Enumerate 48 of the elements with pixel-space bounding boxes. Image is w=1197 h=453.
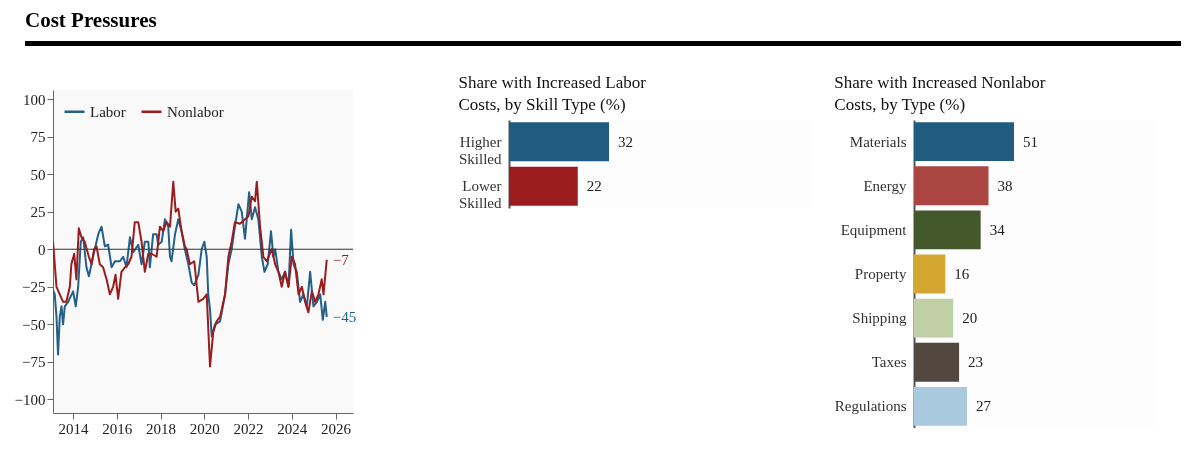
x-tick-label: 2014 — [58, 420, 90, 437]
annotation: −45 — [332, 308, 357, 325]
y-tick-label: −100 — [14, 391, 46, 408]
chart-title: Share with Increased Nonlabor Costs, by Type (%) — [834, 73, 1046, 114]
y-tick-label: Property — [854, 266, 907, 282]
legend-label: Labor — [90, 103, 126, 120]
bar — [914, 166, 989, 206]
data-label: 34 — [989, 221, 1006, 238]
data-label: 27 — [975, 398, 992, 415]
data-label: 20 — [962, 310, 978, 327]
x-tick-label: 2016 — [102, 420, 133, 437]
y-tick-label: Regulations — [834, 398, 907, 415]
y-tick-label: 75 — [30, 129, 46, 146]
x-tick-label: 2020 — [189, 420, 220, 437]
bar — [914, 298, 954, 338]
y-tick-label: Taxes — [871, 354, 907, 371]
y-tick-label: −75 — [22, 354, 46, 371]
data-label: 22 — [586, 178, 602, 195]
data-label: 23 — [968, 354, 984, 371]
x-tick-label: 2026 — [321, 420, 352, 437]
x-tick-label: 2024 — [277, 420, 308, 437]
y-tick-label: −50 — [22, 316, 46, 333]
y-tick-label: 50 — [30, 166, 46, 183]
data-label: 32 — [618, 133, 633, 150]
y-tick-label: Equipment — [840, 221, 908, 238]
chart-title: Cost Pressures — [25, 8, 158, 34]
annotation: −7 — [332, 251, 350, 268]
chart-title: Share with Increased Labor Costs, by Skill Type (%) — [458, 73, 647, 114]
bar — [914, 254, 946, 294]
y-tick-label: 25 — [30, 204, 46, 221]
y-tick-label: 0 — [38, 241, 46, 258]
bar — [914, 342, 960, 382]
y-tick-label: Energy — [863, 177, 907, 194]
bar — [914, 122, 1014, 162]
y-tick-label: Higher Skilled — [458, 133, 502, 167]
y-tick-label: Lower Skilled — [458, 178, 502, 212]
y-tick-label: −25 — [22, 279, 46, 296]
data-label: 51 — [1023, 133, 1038, 150]
x-tick-label: 2022 — [233, 420, 264, 437]
bar — [914, 386, 967, 426]
y-tick-label: Shipping — [852, 310, 907, 327]
data-label: 38 — [997, 177, 1013, 194]
data-label: 16 — [954, 266, 970, 282]
bar — [914, 210, 981, 250]
legend-label: Nonlabor — [167, 103, 224, 120]
x-tick-label: 2018 — [146, 420, 177, 437]
y-tick-label: Materials — [849, 133, 907, 150]
y-tick-label: 100 — [23, 91, 46, 108]
